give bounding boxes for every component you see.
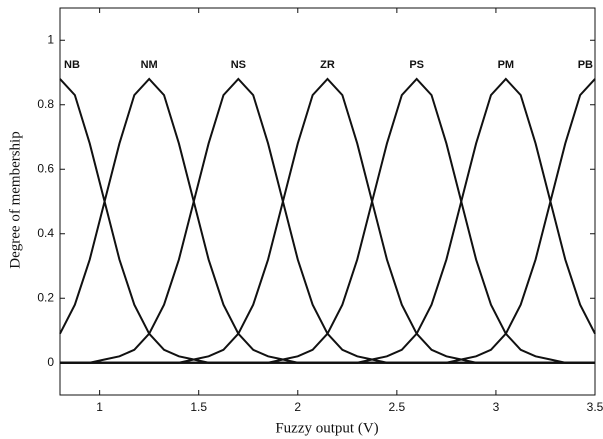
y-axis-label: Degree of membership <box>7 131 23 268</box>
plot-frame <box>59 7 596 396</box>
x-tick-label: 1.5 <box>190 400 207 414</box>
y-tick-label: 0.2 <box>37 290 54 304</box>
y-tick-label: 0.4 <box>37 226 54 240</box>
membership-curve <box>60 77 595 364</box>
x-axis-label: Fuzzy output (V) <box>275 420 378 436</box>
membership-curve <box>60 77 595 364</box>
curve-label: PS <box>409 59 424 71</box>
x-tick-label: 3.5 <box>587 400 603 414</box>
y-tick-label: 1 <box>47 32 54 46</box>
curve-label: PB <box>578 59 593 71</box>
membership-curve <box>60 77 596 364</box>
y-tick-label: 0.8 <box>37 97 54 111</box>
x-tick-label: 2.5 <box>389 400 406 414</box>
y-tick-label: 0 <box>47 355 54 369</box>
membership-curve <box>59 77 595 364</box>
x-tick-label: 3 <box>493 400 500 414</box>
membership-curve <box>60 77 595 364</box>
curve-label: NS <box>231 59 246 71</box>
curve-label: NB <box>64 59 80 71</box>
x-tick-label: 1 <box>96 400 103 414</box>
x-tick-label: 2 <box>294 400 301 414</box>
curve-label: PM <box>498 59 515 71</box>
curve-label: ZR <box>320 59 335 71</box>
y-tick-label: 0.6 <box>37 161 54 175</box>
membership-curve <box>60 78 596 364</box>
curve-label: NM <box>141 59 158 71</box>
membership-curve <box>59 78 595 364</box>
